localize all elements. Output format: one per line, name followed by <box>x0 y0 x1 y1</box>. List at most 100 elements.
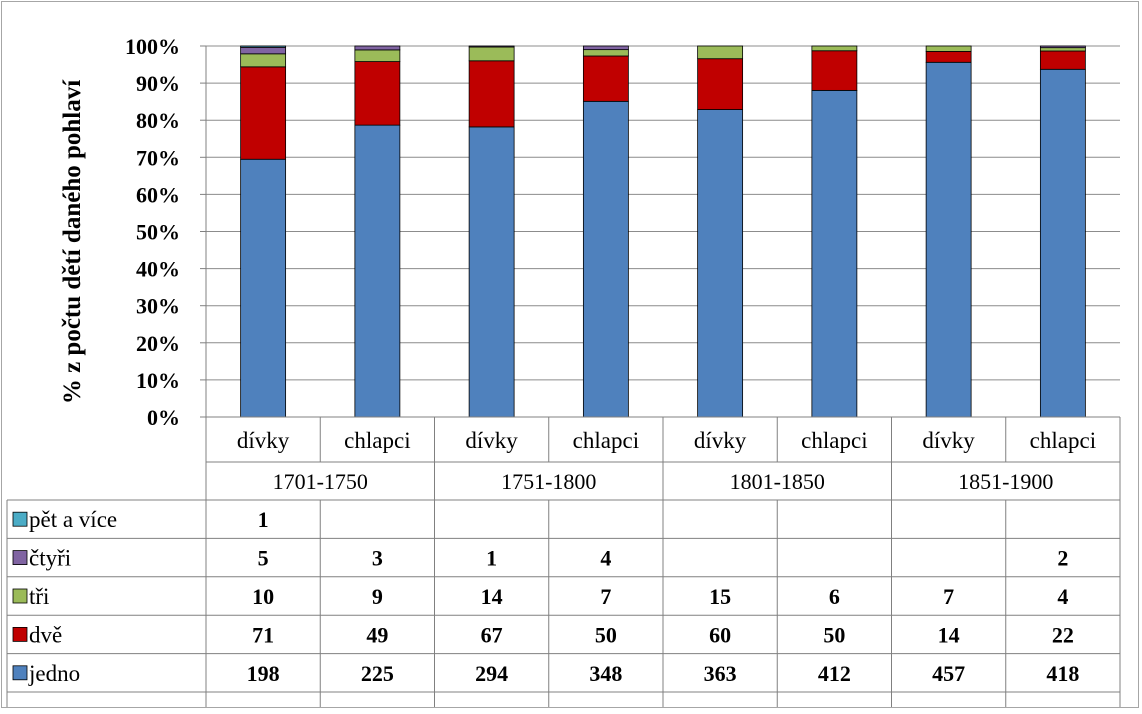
table-cell-value: 6 <box>829 584 840 609</box>
bar-segment <box>582 100 629 418</box>
bar-segment <box>468 46 515 62</box>
data-table: dívky chlapci dívky chlapci dívky chlapci dívk… <box>6 416 1121 707</box>
y-tick-label: 40% <box>136 257 180 282</box>
bar-segment <box>1039 68 1086 418</box>
category-label: dívky <box>694 428 747 453</box>
table-cell-value: 50 <box>823 622 845 647</box>
table-cell-value: 198 <box>247 661 280 686</box>
table-cell-value: 1 <box>258 507 269 532</box>
bar-segment <box>925 45 972 52</box>
table-cell-value: 15 <box>709 584 731 609</box>
table-cell-value: 9 <box>372 584 383 609</box>
table-cell-value: 22 <box>1052 622 1074 647</box>
table-cell-value: 5 <box>258 546 269 571</box>
bar-segment <box>354 124 401 418</box>
table-cell-value: 4 <box>600 546 611 571</box>
y-tick-label: 80% <box>136 108 180 133</box>
table-cell-value: 225 <box>361 661 394 686</box>
y-axis: 0% 10% 20% 30% 40% 50% 60% 70% 80% 90% 100% <box>125 34 207 430</box>
bar-segment <box>925 61 972 418</box>
table-cell-value: 294 <box>475 661 508 686</box>
legend-swatch <box>12 665 28 681</box>
group-label: 1701-1750 <box>273 469 368 494</box>
table-cell-value: 3 <box>372 546 383 571</box>
bar-segment <box>468 45 515 48</box>
category-label: dívky <box>465 428 518 453</box>
bar-segment <box>582 45 629 51</box>
table-cell-value: 412 <box>818 661 851 686</box>
y-tick-label: 20% <box>136 331 180 356</box>
category-label: chlapci <box>1030 428 1096 453</box>
table-cell-value: 10 <box>252 584 274 609</box>
bar-segment <box>354 49 401 62</box>
bar-segment <box>354 45 401 51</box>
table-cell-value: 49 <box>366 622 388 647</box>
table-cell-value: 418 <box>1046 661 1079 686</box>
table-cell-value: 67 <box>481 622 503 647</box>
table-cell-value: 7 <box>943 584 954 609</box>
table-cell-value: 1 <box>486 546 497 571</box>
table-cell-value: 7 <box>600 584 611 609</box>
bar-segment <box>697 109 744 418</box>
table-cell-value: 2 <box>1057 546 1068 571</box>
legend-swatch <box>12 627 28 642</box>
bar-segment <box>354 61 401 126</box>
y-axis-label: % z počtu dětí daného pohlaví <box>59 79 86 404</box>
group-label: 1851-1900 <box>958 469 1053 494</box>
bar-segment <box>240 46 287 55</box>
legend-swatch <box>12 588 28 604</box>
table-cell-value: 71 <box>252 622 274 647</box>
y-tick-label: 0% <box>147 405 180 430</box>
y-tick-label: 10% <box>136 368 180 393</box>
table-cell-value: 14 <box>481 584 503 609</box>
table-cell-value: 363 <box>704 661 737 686</box>
table-cell-value: 348 <box>589 661 622 686</box>
legend-swatch <box>12 550 28 565</box>
table-cell-value: 14 <box>938 622 960 647</box>
category-label: chlapci <box>344 428 410 453</box>
bar-segment <box>468 60 515 128</box>
legend-swatch <box>12 511 28 527</box>
y-tick-label: 60% <box>136 182 180 207</box>
category-label: chlapci <box>573 428 639 453</box>
bar-segment <box>697 58 744 110</box>
y-tick-label: 50% <box>136 220 180 245</box>
bar-segment <box>468 126 515 418</box>
legend-label: dvě <box>29 622 62 647</box>
bar-segment <box>811 45 858 52</box>
y-tick-label: 100% <box>125 34 180 59</box>
legend-label: pět a více <box>29 507 117 532</box>
y-tick-label: 90% <box>136 71 180 96</box>
table-cell-value: 50 <box>595 622 617 647</box>
category-label: dívky <box>237 428 290 453</box>
bar-segment <box>240 158 287 418</box>
bar-segment <box>811 89 858 418</box>
bar-segment <box>582 49 629 57</box>
plot-area <box>206 45 1120 418</box>
bar-segment <box>697 45 744 60</box>
table-cell-value: 60 <box>709 622 731 647</box>
table-cell-value: 4 <box>1057 584 1068 609</box>
bar-segment <box>1039 45 1086 49</box>
bar-segment <box>582 55 629 102</box>
bar-segment <box>240 66 287 160</box>
table-cell-value: 457 <box>932 661 965 686</box>
category-label: chlapci <box>801 428 867 453</box>
bar-segment <box>925 51 972 63</box>
group-label: 1751-1800 <box>501 469 596 494</box>
y-tick-label: 30% <box>136 294 180 319</box>
category-label: dívky <box>922 428 975 453</box>
group-label: 1801-1850 <box>730 469 825 494</box>
bar-segment <box>240 53 287 68</box>
y-tick-label: 70% <box>136 145 180 170</box>
bar-segment <box>240 45 287 48</box>
bar-segment <box>811 50 858 91</box>
legend-label: čtyři <box>29 546 71 571</box>
legend-label: tři <box>29 584 49 609</box>
bar-segment <box>1039 50 1086 70</box>
bars <box>240 45 1086 418</box>
bar-segment <box>1039 47 1086 52</box>
legend-label: jedno <box>28 661 80 686</box>
